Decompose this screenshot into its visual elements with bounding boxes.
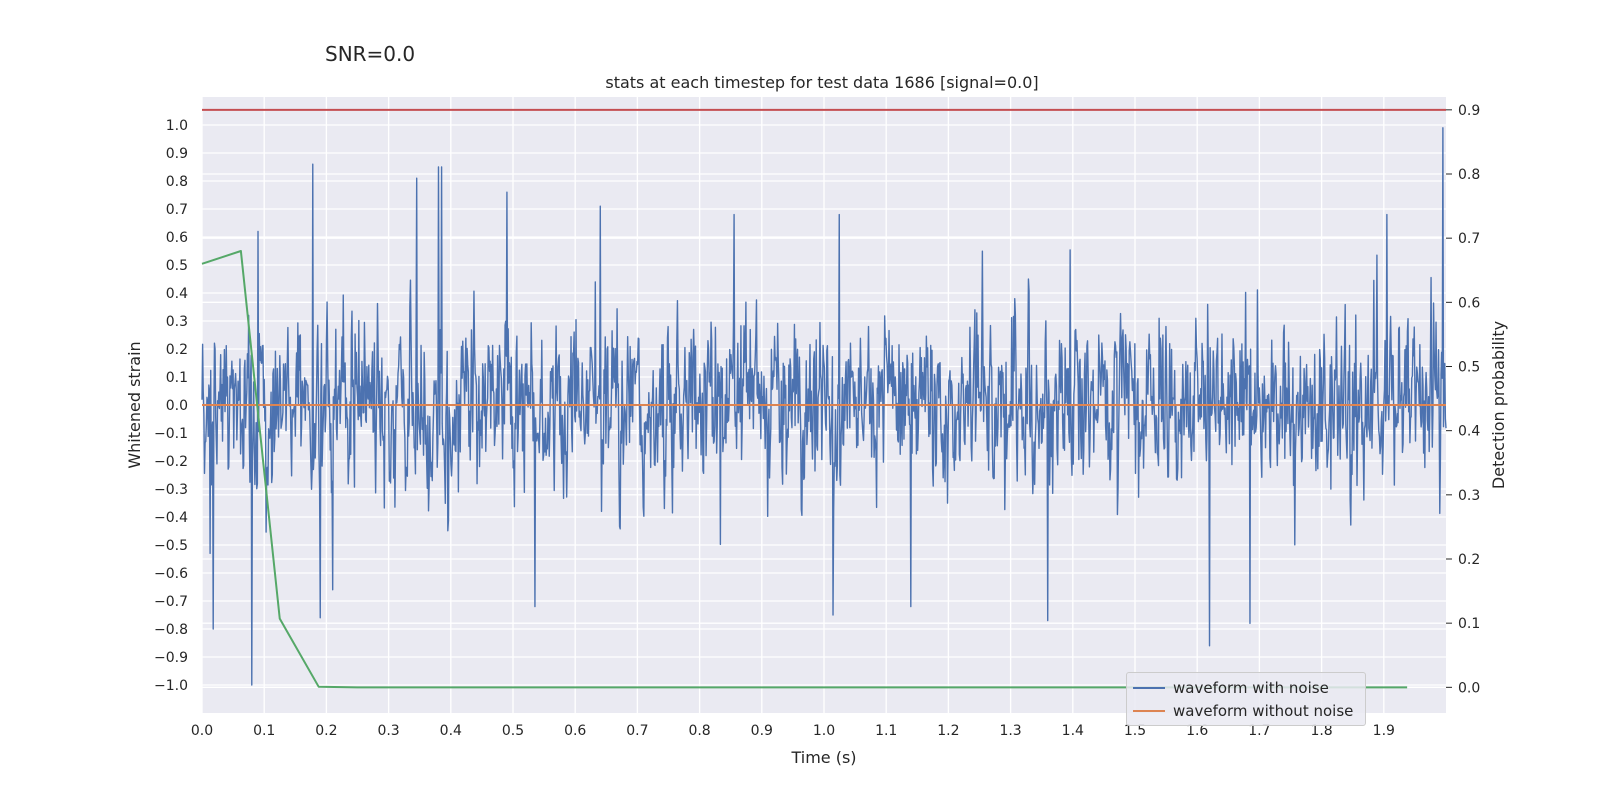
y-left-tick-label: 0.0 xyxy=(166,398,188,414)
y-right-tick-label: 0.3 xyxy=(1458,488,1480,504)
y-right-tick-label: 0.5 xyxy=(1458,360,1480,376)
x-tick-label: 1.9 xyxy=(1373,723,1395,739)
y-left-tick-label: −0.5 xyxy=(154,538,188,554)
y-left-tick-label: −0.2 xyxy=(154,454,188,470)
x-tick-label: 0.1 xyxy=(253,723,275,739)
y-left-tick-label: 0.8 xyxy=(166,174,188,190)
y-left-tick-label: 0.3 xyxy=(166,314,188,330)
y-axis-label-right: Detection probability xyxy=(1489,321,1508,489)
y-axis-label-left: Whitened strain xyxy=(125,341,144,468)
x-tick-label: 0.8 xyxy=(688,723,710,739)
y-right-tick-label: 0.6 xyxy=(1458,295,1480,311)
y-left-tick-label: 0.1 xyxy=(166,370,188,386)
y-left-tick-label: 0.9 xyxy=(166,146,188,162)
x-tick-label: 1.2 xyxy=(937,723,959,739)
legend-swatch-clean xyxy=(1133,710,1165,712)
y-right-tick-labels: 0.9 0.8 0.7 0.6 0.5 0.4 0.3 0.2 0.1 0.0 xyxy=(1446,103,1480,696)
y-left-tick-label: −0.4 xyxy=(154,510,188,526)
legend-label-noise: waveform with noise xyxy=(1173,679,1329,697)
x-tick-labels: 0.0 0.1 0.2 0.3 0.4 0.5 0.6 0.7 0.8 0.9 1.0 1.1 1.2 1… xyxy=(191,723,1395,739)
y-right-tick-label: 0.7 xyxy=(1458,231,1480,247)
y-left-tick-label: −0.8 xyxy=(154,622,188,638)
y-right-tick-label: 0.0 xyxy=(1458,680,1480,696)
y-left-tick-label: −0.7 xyxy=(154,594,188,610)
legend-label-clean: waveform without noise xyxy=(1173,702,1354,720)
series-waveform-with-noise xyxy=(201,127,1447,686)
y-left-tick-label: −0.6 xyxy=(154,566,188,582)
y-left-tick-label: 0.6 xyxy=(166,230,188,246)
chart-legend: waveform with noise waveform without noi… xyxy=(1126,672,1366,726)
snr-label: SNR=0.0 xyxy=(325,42,416,66)
y-left-tick-label: 1.0 xyxy=(166,118,188,134)
y-right-tick-label: 0.1 xyxy=(1458,616,1480,632)
x-tick-label: 1.8 xyxy=(1310,723,1332,739)
y-left-tick-label: −1.0 xyxy=(154,678,188,694)
x-tick-label: 0.5 xyxy=(502,723,524,739)
y-left-tick-labels: 1.0 0.9 0.8 0.7 0.6 0.5 0.4 0.3 0.2 0.1 0.0 −0.1 −0.… xyxy=(154,118,188,694)
y-left-tick-label: −0.1 xyxy=(154,426,188,442)
y-right-tick-label: 0.2 xyxy=(1458,552,1480,568)
y-left-tick-label: 0.4 xyxy=(166,286,188,302)
legend-entry-clean: waveform without noise xyxy=(1133,700,1353,722)
legend-entry-noise: waveform with noise xyxy=(1133,677,1329,699)
x-tick-label: 0.0 xyxy=(191,723,213,739)
x-tick-label: 1.5 xyxy=(1124,723,1146,739)
y-left-tick-label: 0.7 xyxy=(166,202,188,218)
y-left-tick-label: −0.9 xyxy=(154,650,188,666)
legend-swatch-noise xyxy=(1133,687,1165,689)
y-left-tick-label: 0.2 xyxy=(166,342,188,358)
x-axis-label: Time (s) xyxy=(790,748,856,767)
x-tick-label: 0.7 xyxy=(626,723,648,739)
x-tick-label: 0.6 xyxy=(564,723,586,739)
x-tick-label: 0.3 xyxy=(377,723,399,739)
series-layer xyxy=(201,108,1447,689)
chart-title: stats at each timestep for test data 168… xyxy=(605,73,1038,92)
x-tick-label: 0.4 xyxy=(440,723,462,739)
x-tick-label: 0.9 xyxy=(751,723,773,739)
x-tick-label: 1.4 xyxy=(1062,723,1084,739)
x-tick-label: 1.1 xyxy=(875,723,897,739)
y-right-tick-label: 0.4 xyxy=(1458,424,1480,440)
y-right-tick-label: 0.8 xyxy=(1458,167,1480,183)
y-left-tick-label: 0.5 xyxy=(166,258,188,274)
x-tick-label: 1.0 xyxy=(813,723,835,739)
x-tick-label: 0.2 xyxy=(315,723,337,739)
x-tick-label: 1.3 xyxy=(999,723,1021,739)
x-tick-label: 1.6 xyxy=(1186,723,1208,739)
x-tick-label: 1.7 xyxy=(1248,723,1270,739)
y-left-tick-label: −0.3 xyxy=(154,482,188,498)
y-right-tick-label: 0.9 xyxy=(1458,103,1480,119)
